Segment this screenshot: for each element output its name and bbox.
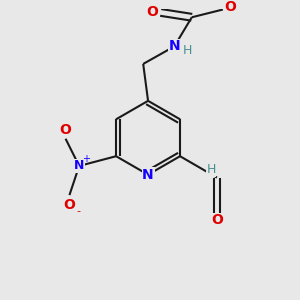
Text: O: O (211, 213, 223, 227)
Text: O: O (60, 123, 71, 137)
Text: H: H (183, 44, 193, 57)
Text: -: - (76, 207, 80, 217)
Text: H: H (206, 163, 216, 176)
Text: O: O (64, 198, 75, 212)
Text: O: O (146, 5, 158, 20)
Text: O: O (225, 0, 237, 14)
Text: N: N (142, 168, 154, 182)
Text: +: + (82, 154, 90, 164)
Text: N: N (74, 159, 84, 172)
Text: N: N (169, 39, 180, 53)
